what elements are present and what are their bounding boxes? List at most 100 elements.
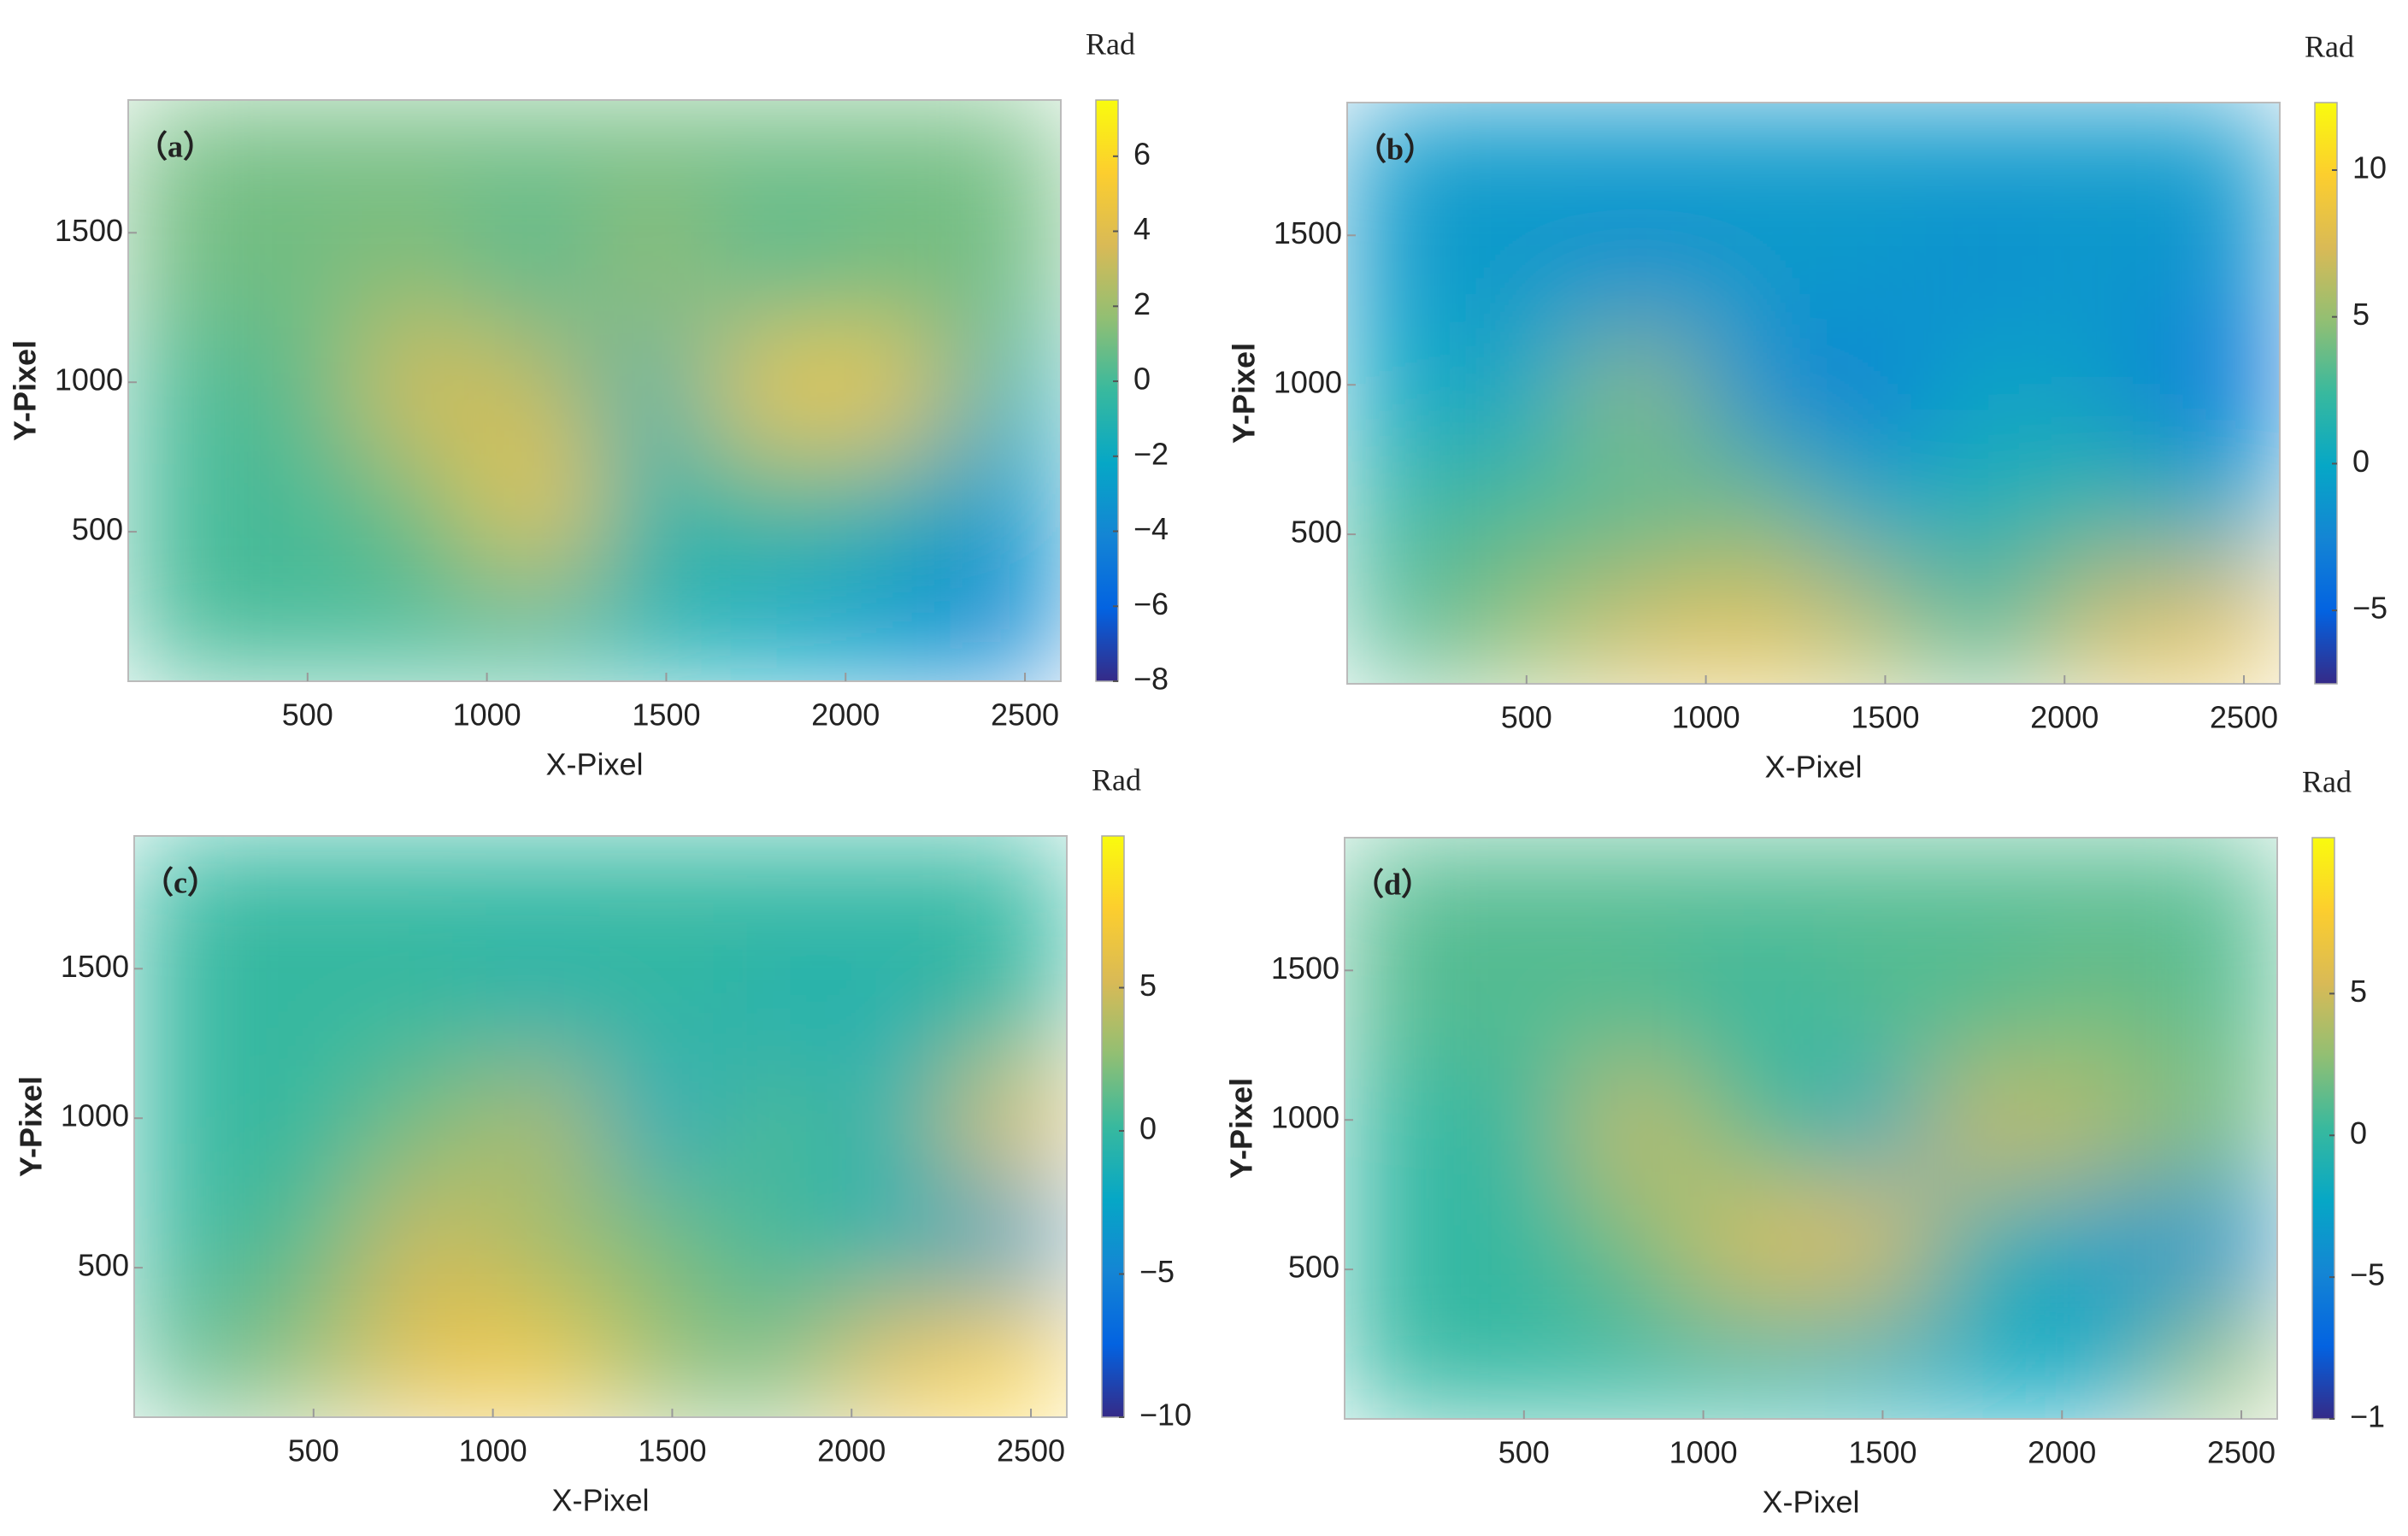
x-tick-label: 1000 xyxy=(453,697,521,733)
heatmap-cell xyxy=(2043,952,2162,1071)
heatmap-cell xyxy=(360,564,480,681)
heatmap-cell xyxy=(2162,450,2280,569)
colorbar-tick-label: −10 xyxy=(1139,1398,1192,1433)
heatmap-cell xyxy=(244,100,362,217)
heatmap-cell xyxy=(2043,1302,2162,1419)
heatmap-cell xyxy=(2043,838,2162,955)
heatmap-cell xyxy=(833,950,951,1069)
heatmap-cell xyxy=(943,215,1061,333)
x-tick-label: 2500 xyxy=(991,697,1059,733)
heatmap-cells xyxy=(1347,103,2280,684)
heatmap-cell xyxy=(1460,838,1579,955)
heatmap-cell xyxy=(1576,1186,1696,1304)
heatmap-cell xyxy=(1347,217,1465,336)
heatmap-cell xyxy=(593,448,712,567)
y-tick-label: 1000 xyxy=(1274,365,1342,400)
colorbar-tick-label: 5 xyxy=(1139,968,1157,1003)
heatmap-cell xyxy=(1347,333,1465,453)
heatmap-cell xyxy=(1460,1302,1579,1419)
heatmap-cell xyxy=(1579,567,1699,684)
heatmap-cell xyxy=(2159,838,2277,955)
heatmap-cell xyxy=(2159,952,2277,1071)
x-axis-label: X-Pixel xyxy=(545,747,643,782)
colorbar-tick-label: 0 xyxy=(1133,362,1151,397)
heatmap-cell xyxy=(1693,1186,1812,1304)
x-tick-label: 2500 xyxy=(2207,1435,2276,1470)
heatmap-cell xyxy=(1812,567,1931,684)
heatmap-cell xyxy=(943,100,1061,217)
x-tick-label: 500 xyxy=(1498,1435,1550,1470)
heatmap-cell xyxy=(250,1184,368,1303)
heatmap-cell xyxy=(1812,217,1931,336)
heatmap-cell xyxy=(244,215,362,333)
heatmap-cell xyxy=(1463,217,1581,336)
heatmap-cell xyxy=(1460,1068,1579,1188)
heatmap-cell xyxy=(709,331,829,450)
heatmap-cell xyxy=(1345,1068,1463,1188)
x-tick-label: 500 xyxy=(1501,700,1552,735)
heatmap-cell xyxy=(134,1067,252,1186)
heatmap-cell xyxy=(128,564,246,681)
x-tick-label: 2500 xyxy=(997,1433,1065,1468)
heatmap-cell xyxy=(709,564,829,681)
heatmap-cell xyxy=(1693,1302,1812,1419)
heatmap-cell xyxy=(1579,103,1699,220)
heatmap-cells xyxy=(1345,838,2277,1419)
y-tick-label: 1000 xyxy=(61,1098,129,1133)
heatmap-cell xyxy=(134,950,252,1069)
heatmap-field xyxy=(1345,838,2277,1419)
colorbar-title: Rad xyxy=(2302,764,2352,798)
heatmap-cell xyxy=(2162,217,2280,336)
heatmap-cell xyxy=(949,1300,1067,1417)
heatmap-cell xyxy=(250,836,368,953)
heatmap-cell xyxy=(1810,838,1928,955)
x-tick-label: 2000 xyxy=(2030,700,2099,735)
heatmap-cell xyxy=(1928,567,2048,684)
heatmap-cell xyxy=(244,331,362,450)
heatmap-cell xyxy=(715,1184,835,1303)
heatmap-cell xyxy=(709,100,829,217)
colorbar-tick-label: 6 xyxy=(1133,136,1151,171)
heatmap-cell xyxy=(715,1300,835,1417)
heatmap-cell xyxy=(1928,217,2048,336)
heatmap-cell xyxy=(483,1067,602,1186)
colorbar-title: Rad xyxy=(1092,762,1141,797)
heatmap-cell xyxy=(1463,103,1581,220)
heatmap-cell xyxy=(250,1067,368,1186)
y-tick-label: 500 xyxy=(72,512,123,547)
colorbar-tick-label: 0 xyxy=(1139,1111,1157,1146)
colorbar-tick-label: 0 xyxy=(2352,444,2370,479)
heatmap-cell xyxy=(943,564,1061,681)
heatmap-cell xyxy=(1926,952,2046,1071)
heatmap-field xyxy=(134,836,1067,1417)
x-tick-label: 2000 xyxy=(817,1433,886,1468)
heatmap-cell xyxy=(599,1067,718,1186)
colorbar-title: Rad xyxy=(1086,26,1135,61)
x-tick-label: 1000 xyxy=(1669,1435,1738,1470)
panel-label: （a） xyxy=(137,129,214,163)
x-tick-label: 500 xyxy=(288,1433,339,1468)
heatmap-cell xyxy=(599,1184,718,1303)
heatmap-cell xyxy=(1926,1302,2046,1419)
y-axis-label: Y-Pixel xyxy=(1224,1078,1259,1179)
colorbar-tick-label: −2 xyxy=(1133,436,1169,471)
heatmap-cell xyxy=(1810,1068,1928,1188)
heatmap-cell xyxy=(1693,952,1812,1071)
heatmap-cell xyxy=(1928,333,2048,453)
heatmap-cell xyxy=(477,100,596,217)
heatmap-cell xyxy=(1696,103,1815,220)
panel-label: （c） xyxy=(143,865,218,899)
y-tick-label: 500 xyxy=(1291,515,1342,550)
heatmap-cell xyxy=(599,950,718,1069)
colorbar xyxy=(2311,837,2335,1420)
heatmap-cell xyxy=(366,950,486,1069)
heatmap-cell xyxy=(1810,1186,1928,1304)
heatmap-cell xyxy=(2159,1186,2277,1304)
colorbar-tick-label: −5 xyxy=(2352,591,2387,626)
heatmap-cell xyxy=(709,448,829,567)
heatmap-cell xyxy=(1926,1186,2046,1304)
heatmap-cell xyxy=(2046,217,2164,336)
heatmap-cell xyxy=(1696,333,1815,453)
x-axis-label: X-Pixel xyxy=(1764,750,1862,785)
heatmap-cell xyxy=(1463,333,1581,453)
